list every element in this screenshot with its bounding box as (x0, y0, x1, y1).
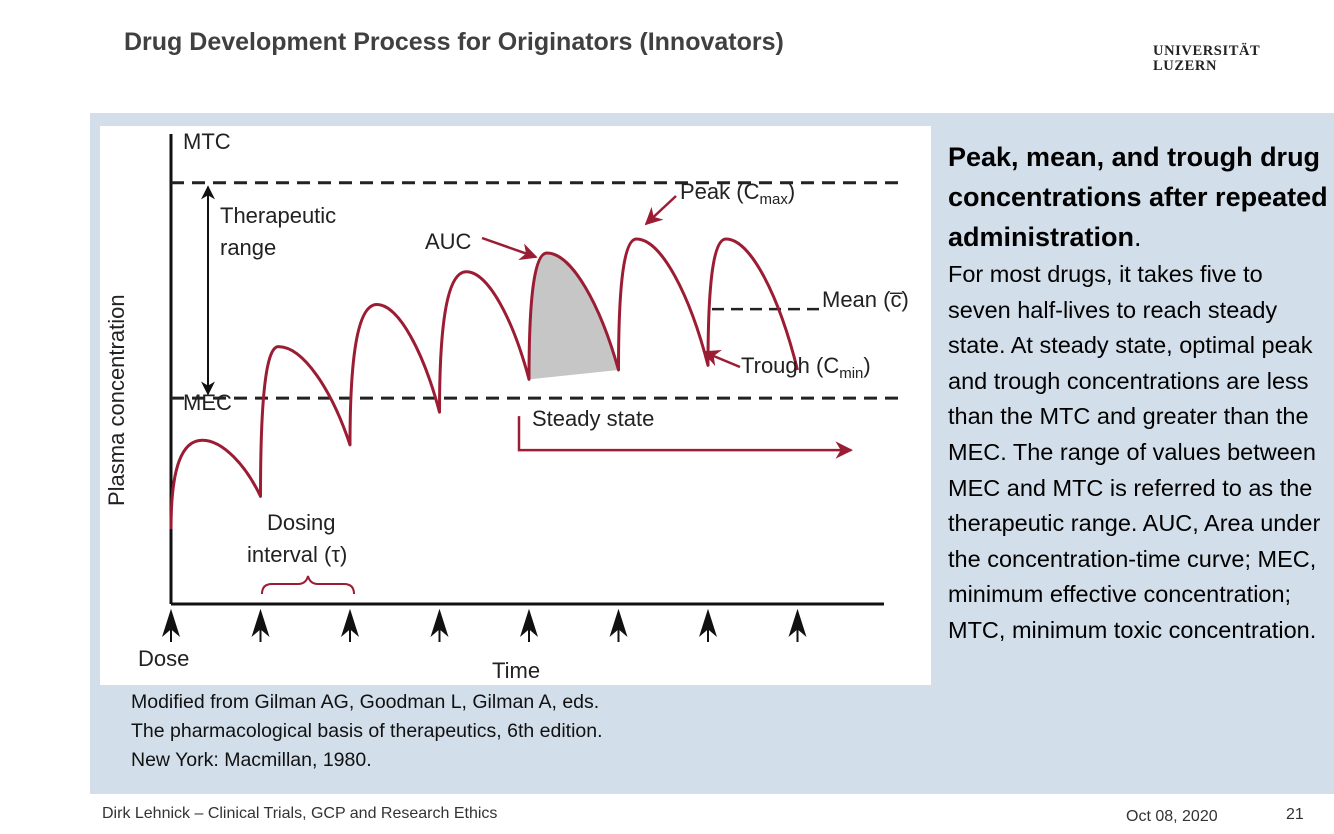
therapeutic-label-1: Therapeutic (220, 203, 336, 228)
trough-label: Trough (Cmin) (741, 353, 871, 382)
dose-arrow-8 (788, 608, 807, 642)
explanation-text: Peak, mean, and trough drug concentratio… (948, 137, 1328, 649)
dose-arrow-6 (609, 608, 628, 642)
chart-figure: MTC MEC Therapeutic range AUC Peak (Cmax… (100, 126, 931, 685)
dosing-label-2: interval (τ) (247, 542, 347, 567)
steady-state-label: Steady state (532, 406, 654, 431)
dose-arrows (161, 608, 807, 642)
concentration-curve (169, 237, 799, 530)
x-axis-label: Time (492, 658, 540, 683)
trough-label-main: Trough (C (741, 353, 839, 378)
mean-label: Mean (c̅) (822, 287, 909, 312)
footer-author: Dirk Lehnick – Clinical Trials, GCP and … (102, 805, 498, 822)
logo-line-2: LUZERN (1153, 58, 1218, 74)
peak-pointer-arrow (644, 195, 677, 226)
dose-arrow-5 (519, 608, 539, 642)
auc-label: AUC (425, 229, 472, 254)
dose-arrow-2 (251, 608, 270, 642)
page-number: 21 (1286, 806, 1304, 823)
trough-label-close: ) (863, 353, 870, 378)
footer-date: Oct 08, 2020 (1126, 808, 1218, 825)
peak-label: Peak (Cmax) (680, 179, 795, 208)
university-logo: UNIVERSITÄT LUZERN (1153, 44, 1260, 74)
steady-state-arrow (517, 416, 853, 459)
dosing-interval-brace (261, 575, 355, 595)
explanation-heading-end: . (1134, 222, 1142, 252)
dose-arrow-1 (161, 608, 181, 642)
dose-arrow-7 (698, 608, 718, 642)
slide-title: Drug Development Process for Originators… (124, 28, 784, 56)
therapeutic-label-2: range (220, 235, 276, 260)
dose-arrow-3 (340, 608, 360, 642)
explanation-heading: Peak, mean, and trough drug concentratio… (948, 137, 1328, 257)
trough-label-sub: min (839, 365, 863, 382)
dose-arrow-4 (430, 608, 449, 642)
logo-line-1: UNIVERSITÄT (1153, 43, 1261, 59)
x-axis-start-label: Dose (138, 646, 189, 671)
mtc-label: MTC (183, 129, 231, 154)
figure-citation: Modified from Gilman AG, Goodman L, Gilm… (131, 691, 603, 771)
auc-shaded-area (529, 253, 619, 380)
peak-label-close: ) (788, 179, 795, 204)
peak-label-main: Peak (C (680, 179, 760, 204)
explanation-heading-text: Peak, mean, and trough drug concentratio… (948, 142, 1328, 252)
concentration-chart: MTC MEC Therapeutic range AUC Peak (Cmax… (104, 129, 909, 683)
trough-pointer-arrow (702, 349, 741, 369)
auc-pointer-arrow (481, 236, 538, 261)
peak-label-sub: max (759, 191, 788, 208)
mec-label: MEC (183, 390, 232, 415)
dosing-label-1: Dosing (267, 510, 335, 535)
y-axis-label: Plasma concentration (104, 294, 129, 506)
explanation-body: For most drugs, it takes five to seven h… (948, 261, 1321, 643)
